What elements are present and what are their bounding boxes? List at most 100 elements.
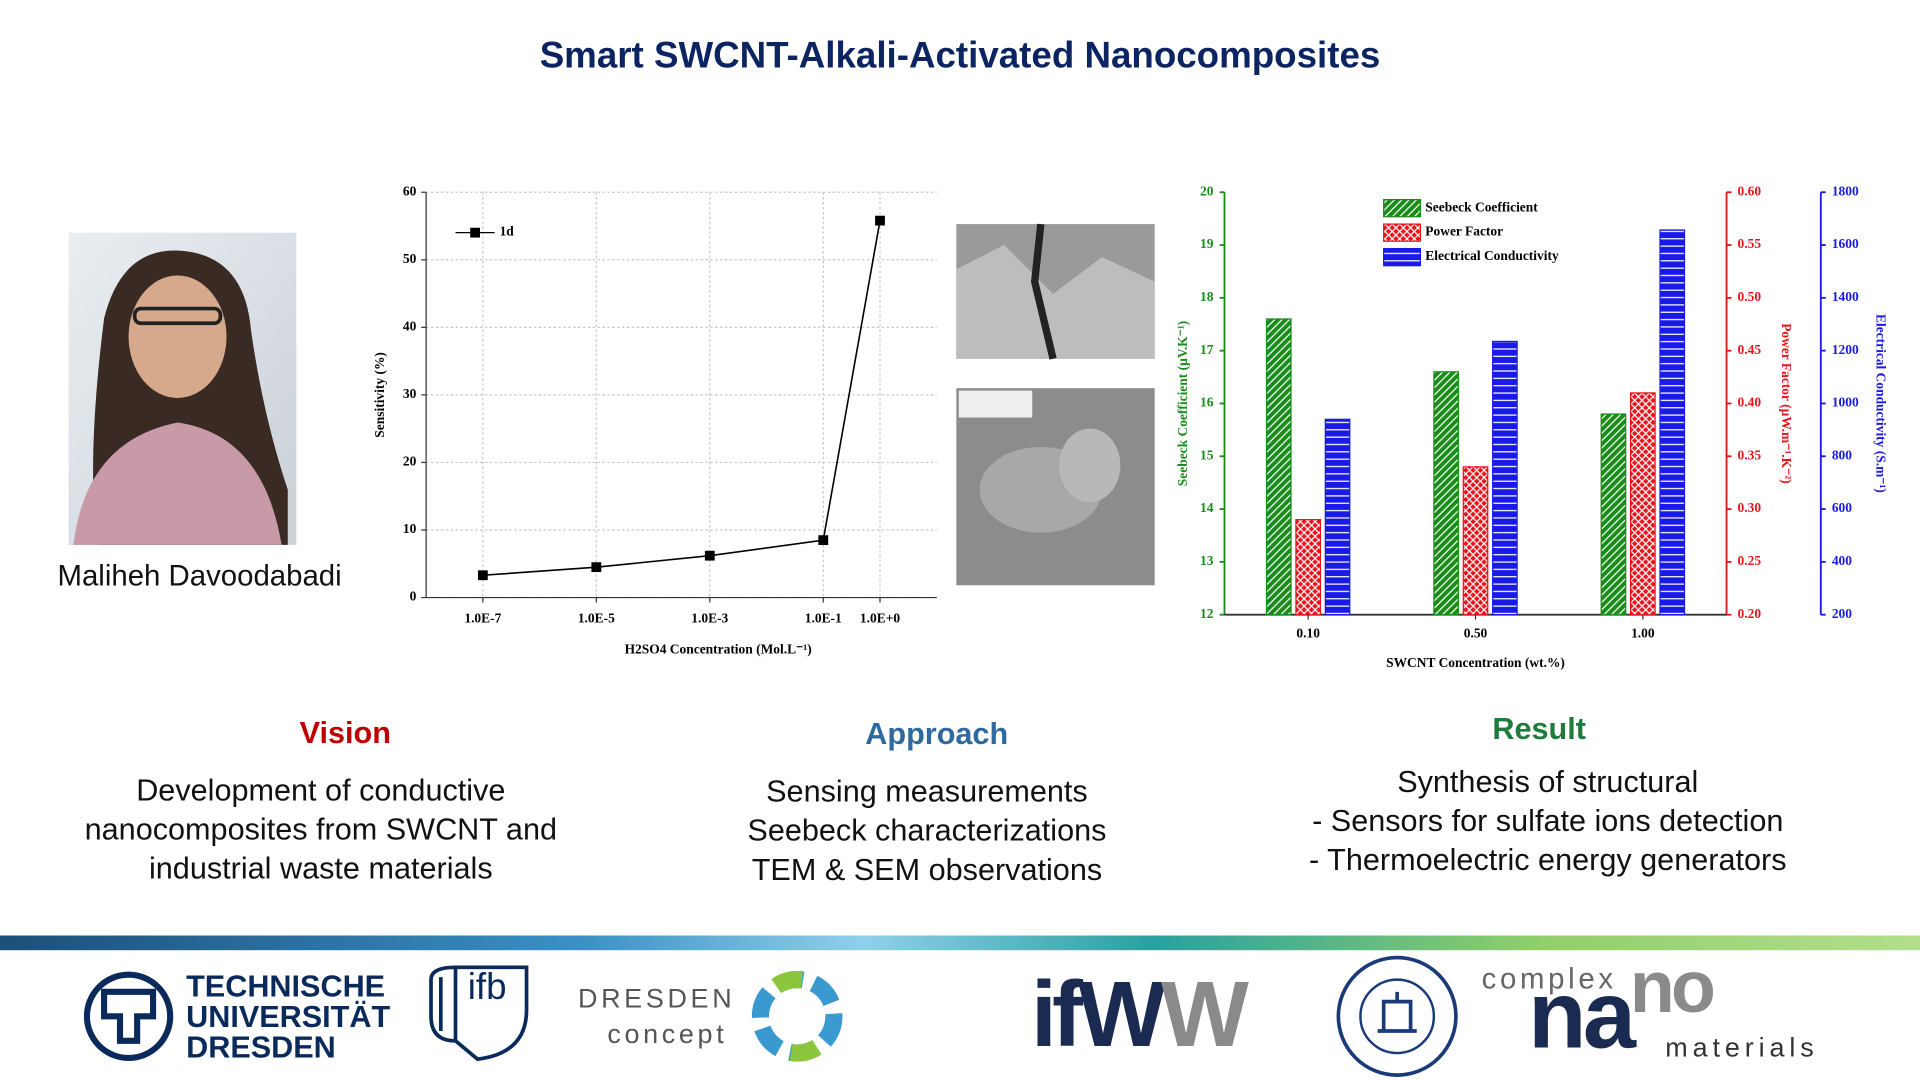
sjtu-ring (1359, 978, 1436, 1055)
logo-text: complex (1482, 963, 1617, 996)
sem-image (956, 223, 1155, 360)
sections: Vision Development of conductive nanocompo… (85, 712, 1787, 887)
dresden-concept-logo: DRESDEN concept (578, 971, 843, 1062)
y3-tick-label: 1800 (1832, 183, 1859, 198)
x-tick-label: 1.0E-1 (805, 611, 842, 626)
legend-label: 1d (500, 224, 515, 239)
legend-swatch (1383, 223, 1422, 242)
sweater (73, 422, 282, 545)
y-tick-label: 20 (403, 454, 417, 469)
y-axis-label: Sensitivity (%) (372, 352, 387, 438)
point (704, 550, 715, 561)
y2-tick-label: 0.50 (1738, 289, 1762, 304)
y-tick-label: 10 (403, 521, 417, 536)
point (818, 535, 829, 546)
bar (1629, 392, 1656, 616)
section-line: Sensing measurements (766, 775, 1088, 809)
y-tick-label: 18 (1200, 289, 1214, 304)
y3-tick-label: 800 (1832, 447, 1852, 462)
y-tick-label: 16 (1200, 395, 1214, 410)
y3-tick-label: 1000 (1832, 395, 1859, 410)
presenter-name: Maliheh Davoodabadi (58, 560, 342, 593)
x-tick-label: 0.10 (1296, 625, 1320, 640)
logo-text: ifWW (1031, 962, 1249, 1066)
y2-tick-label: 0.30 (1738, 500, 1762, 515)
ifb-logo: ifb (429, 965, 529, 1062)
logo-text: W (1161, 962, 1249, 1066)
section-line: industrial waste materials (149, 852, 493, 886)
legend-swatch (1383, 247, 1422, 267)
section-line: Synthesis of structural (1397, 765, 1698, 799)
ifb-emblem (429, 965, 458, 1043)
y3-tick-label: 400 (1832, 553, 1852, 568)
bar (1462, 466, 1489, 616)
y3-tick-label: 1600 (1832, 236, 1859, 251)
x-tick-label: 1.0E-3 (691, 611, 728, 626)
y3-tick-label: 600 (1832, 500, 1852, 515)
x-tick-label: 1.0E-5 (578, 611, 615, 626)
point (591, 562, 602, 573)
tu-dresden-logo: TECHNISCHE UNIVERSITÄT DRESDEN (83, 969, 390, 1064)
logo-text: no (1630, 945, 1713, 1028)
logo-text: DRESDEN (186, 1030, 336, 1064)
section-line: Development of conductive (136, 773, 505, 807)
y-tick-label: 15 (1200, 447, 1214, 462)
legend-marker (470, 227, 480, 238)
section-heading: Result (1492, 712, 1586, 746)
y2-tick-label: 0.45 (1738, 342, 1762, 357)
y-tick-label: 13 (1200, 553, 1214, 568)
sjtu-ring (1336, 955, 1458, 1077)
complex-nano-logo: complex nano materials (1482, 945, 1818, 1069)
chart: 12 13 14 15 16 17 18 19 20 Seebeck Coefficient (µ… (1175, 183, 1888, 669)
face (128, 275, 227, 398)
y2-tick-label: 0.35 (1738, 447, 1762, 462)
bar (1324, 418, 1351, 616)
concept-ring (751, 971, 843, 1062)
bar (1265, 318, 1292, 616)
logo-text: DRESDEN (578, 984, 735, 1014)
y2-tick-label: 0.20 (1738, 606, 1762, 621)
x-tick-label: 0.50 (1464, 625, 1488, 640)
logo-text: ifb (468, 966, 507, 1007)
chart: 0 10 20 30 40 50 60 1.0E-7 1.0E-5 1.0E-3 1.0E-1 1.0… (372, 183, 937, 656)
y3-tick-label: 200 (1832, 606, 1852, 621)
logo-text: TECHNISCHE (186, 969, 385, 1003)
y3-tick-label: 1200 (1832, 342, 1859, 357)
x-axis-label: SWCNT Concentration (wt.%) (1386, 655, 1565, 670)
x-tick-label: 1.0E+0 (860, 611, 900, 626)
y3-tick-label: 1400 (1832, 289, 1859, 304)
y2-tick-label: 0.40 (1738, 395, 1762, 410)
y-axis-label: Seebeck Coefficient (µV.K⁻¹) (1175, 321, 1190, 486)
tu-emblem (83, 971, 174, 1062)
logo-text: na (1528, 963, 1637, 1069)
y2-axis-label: Power Factor (µW.m⁻¹.K⁻²) (1779, 323, 1794, 484)
sem-crack (1030, 223, 1057, 360)
ifww-logo: ifWW (1031, 962, 1254, 1066)
y-tick-label: 50 (403, 251, 417, 266)
color-band (0, 935, 1920, 951)
logo-text: materials (1665, 1032, 1818, 1062)
point (477, 570, 488, 581)
x-axis-label: H2SO4 Concentration (Mol.L⁻¹) (625, 641, 812, 656)
logo-text: ifW (1031, 962, 1166, 1066)
y-tick-label: 19 (1200, 236, 1214, 251)
point (875, 215, 885, 226)
y-tick-label: 0 (410, 589, 417, 604)
bar (1659, 229, 1686, 616)
sem-texture (956, 244, 1155, 359)
slide-title: Smart SWCNT-Alkali-Activated Nanocomposi… (540, 34, 1381, 75)
y-tick-label: 20 (1200, 183, 1214, 198)
y-tick-label: 14 (1200, 500, 1214, 515)
tem-info-box (958, 390, 1033, 418)
y-tick-label: 40 (403, 318, 417, 333)
y2-tick-label: 0.60 (1738, 183, 1762, 198)
tem-texture (1059, 428, 1121, 503)
portrait (68, 232, 297, 545)
section-heading: Vision (300, 716, 391, 750)
bar (1600, 413, 1627, 616)
bar (1492, 340, 1518, 616)
y-tick-label: 17 (1200, 342, 1214, 357)
y-tick-label: 30 (403, 386, 417, 401)
section-line: TEM & SEM observations (752, 853, 1102, 887)
